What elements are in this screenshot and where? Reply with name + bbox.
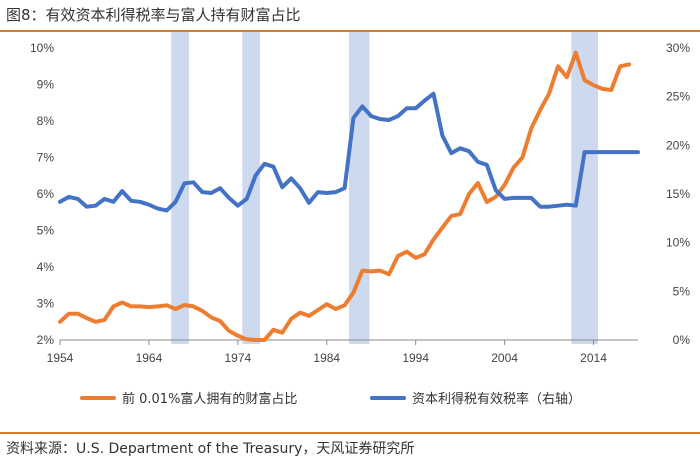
x-tick-label: 2004 (491, 351, 518, 365)
y-right-tick-label: 15% (666, 187, 690, 201)
legend-label: 资本利得税有效税率（右轴） (412, 391, 581, 407)
x-tick-label: 1954 (47, 351, 74, 365)
y-left-tick-label: 2% (37, 333, 55, 347)
series-lines (58, 50, 640, 342)
shaded-periods (171, 32, 598, 344)
y-left-tick-label: 10% (30, 41, 54, 55)
legend-label: 前 0.01%富人拥有的财富占比 (122, 391, 297, 407)
y-right-tick-label: 10% (666, 236, 690, 250)
series-line-wealth-share (58, 50, 632, 342)
title-divider (0, 30, 700, 32)
y-left-tick-label: 9% (37, 78, 55, 92)
y-right-tick-label: 5% (673, 284, 691, 298)
x-tick-label: 1964 (136, 351, 163, 365)
y-right-tick-label: 30% (666, 41, 690, 55)
series-line-tax-rate (58, 91, 640, 213)
y-left-tick-label: 7% (37, 151, 55, 165)
axes: 1954 1964 1974 1984 1994 2004 2014 2% 3% 4% 5% 6% 7%… (30, 41, 690, 365)
source-divider (0, 432, 700, 434)
y-left-tick-label: 5% (37, 224, 55, 238)
source-note: 资料来源：U.S. Department of the Treasury，天风证… (6, 441, 415, 457)
x-tick-label: 1994 (402, 351, 429, 365)
chart: 1954 1964 1974 1984 1994 2004 2014 2% 3% 4% 5% 6% 7%… (30, 32, 690, 407)
legend: 前 0.01%富人拥有的财富占比 资本利得税有效税率（右轴） (80, 391, 581, 407)
x-tick-label: 2014 (580, 351, 607, 365)
x-tick-label: 1974 (224, 351, 251, 365)
chart-title: 图8：有效资本利得税率与富人持有财富占比 (6, 6, 301, 24)
y-left-tick-label: 6% (37, 187, 55, 201)
y-right-tick-label: 20% (666, 138, 690, 152)
x-tick-label: 1984 (313, 351, 340, 365)
y-right-tick-label: 25% (666, 90, 690, 104)
y-left-tick-label: 4% (37, 260, 55, 274)
y-left-tick-label: 3% (37, 297, 55, 311)
y-right-tick-label: 0% (673, 333, 691, 347)
y-left-tick-label: 8% (37, 114, 55, 128)
